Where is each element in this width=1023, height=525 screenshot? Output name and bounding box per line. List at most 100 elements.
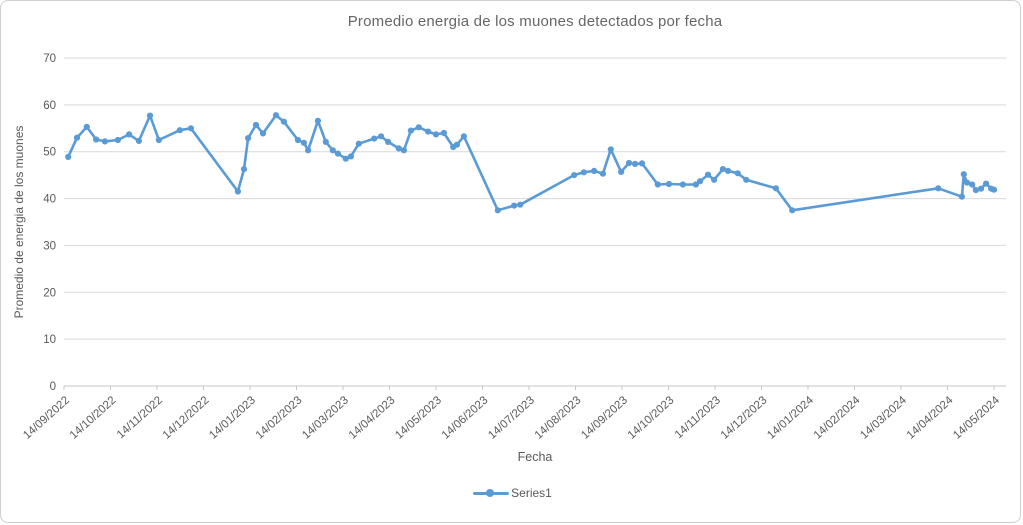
data-point (314, 117, 321, 124)
data-point (625, 159, 633, 167)
data-point (347, 153, 354, 160)
data-point (724, 167, 732, 174)
y-tick-label: 40 (43, 194, 56, 206)
data-point (395, 145, 402, 152)
data-point (73, 134, 81, 141)
x-tick-label: 14/03/2024 (858, 394, 909, 442)
data-point (692, 181, 700, 188)
data-point (83, 123, 90, 130)
data-point (432, 131, 440, 138)
y-tick-label: 50 (43, 147, 56, 159)
x-tick-label: 14/03/2023 (300, 394, 351, 441)
data-point (234, 188, 241, 195)
y-tick-label: 30 (43, 240, 56, 252)
x-tick-label: 14/01/2023 (207, 394, 258, 441)
x-tick-label: 14/11/2023 (673, 394, 723, 441)
data-point (300, 139, 307, 146)
x-tick-label: 14/09/2023 (579, 394, 630, 441)
data-point (591, 167, 598, 174)
data-point (607, 146, 614, 153)
x-tick-label: 14/02/2024 (812, 394, 863, 442)
data-point (425, 128, 432, 135)
x-tick-label: 14/12/2023 (719, 394, 770, 441)
data-point (460, 133, 467, 140)
x-tick-label: 14/09/2022 (21, 394, 72, 441)
data-point (983, 180, 990, 187)
data-point (743, 176, 750, 183)
data-point (571, 172, 578, 179)
data-point (631, 160, 639, 167)
data-point (245, 135, 252, 142)
data-point (93, 136, 100, 143)
y-axis-title: Promedio de energia de los muones (12, 125, 26, 319)
data-point (407, 127, 414, 134)
data-point (704, 171, 712, 178)
legend-dot (486, 489, 495, 497)
data-point (400, 147, 407, 154)
data-point (734, 170, 741, 177)
data-point (342, 155, 349, 162)
data-point (440, 129, 447, 137)
y-tick-label: 70 (43, 53, 56, 65)
data-point (126, 131, 133, 138)
data-point (510, 202, 518, 209)
legend-line-marker-icon (473, 489, 510, 497)
x-tick-label: 14/08/2023 (533, 394, 584, 441)
data-point (355, 140, 362, 147)
data-point (679, 181, 687, 188)
data-point (580, 169, 588, 176)
data-point (972, 187, 980, 194)
data-point (385, 138, 392, 145)
x-tick-label: 14/02/2023 (254, 394, 305, 441)
data-point (963, 179, 971, 186)
data-point (789, 207, 796, 214)
x-tick-label: 14/12/2022 (161, 394, 212, 441)
data-point (415, 124, 422, 131)
data-point (494, 207, 501, 214)
x-tick-label: 14/10/2023 (626, 394, 677, 441)
x-tick-label: 14/05/2024 (951, 394, 1002, 442)
data-point (772, 185, 780, 192)
data-point (240, 166, 248, 173)
data-point (719, 166, 727, 173)
data-point (329, 147, 336, 154)
y-tick-label: 20 (43, 287, 56, 299)
x-tick-label: 14/06/2023 (440, 394, 491, 441)
data-point (272, 112, 280, 119)
data-point (517, 201, 524, 208)
data-point (969, 181, 976, 188)
data-point (453, 141, 460, 148)
data-point (135, 137, 142, 144)
data-point (711, 176, 718, 183)
data-point (101, 138, 108, 145)
x-tick-label: 14/11/2022 (115, 394, 165, 441)
x-tick-label: 14/05/2023 (393, 394, 444, 441)
data-point (958, 193, 966, 200)
data-point (977, 185, 985, 192)
data-point (960, 171, 967, 178)
y-tick-label: 60 (43, 100, 56, 112)
x-tick-label: 14/01/2024 (765, 394, 816, 442)
x-tick-label: 14/04/2024 (905, 394, 956, 442)
data-point (654, 181, 661, 188)
data-point (305, 147, 312, 154)
data-point (146, 112, 154, 119)
data-point (259, 130, 267, 137)
series-line (66, 113, 996, 212)
data-point (252, 121, 260, 129)
data-point (378, 133, 385, 140)
data-point (334, 150, 341, 157)
data-point (322, 138, 329, 145)
legend: Series1 (1, 484, 1020, 502)
chart-title: Promedio energia de los muones detectado… (347, 13, 723, 30)
y-tick-label: 10 (43, 334, 56, 346)
data-point (665, 180, 673, 188)
x-tick-label: 14/10/2022 (68, 394, 119, 441)
x-tick-label: 14/04/2023 (347, 394, 398, 441)
data-point (697, 178, 704, 185)
data-point (280, 118, 287, 125)
data-point (294, 136, 301, 144)
x-tick-label: 14/07/2023 (486, 394, 537, 441)
data-point (65, 153, 72, 160)
